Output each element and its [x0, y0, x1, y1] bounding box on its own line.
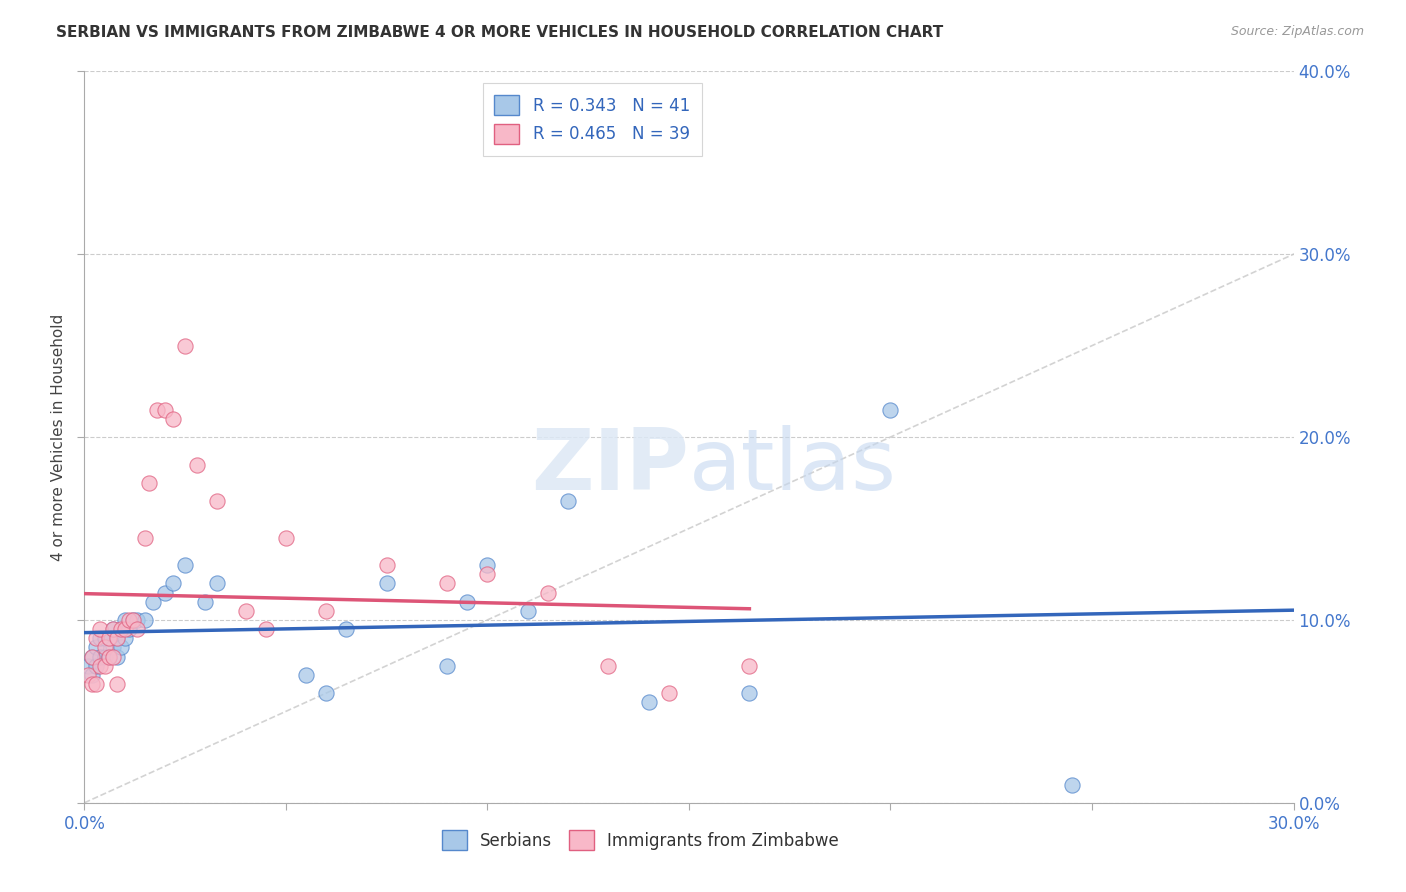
Point [93, 658, 115, 673]
Point [254, 622, 277, 636]
Point [105, 677, 128, 691]
Text: Source: ZipAtlas.com: Source: ZipAtlas.com [1230, 25, 1364, 38]
Point [82, 649, 104, 664]
Y-axis label: 4 or more Vehicles in Household: 4 or more Vehicles in Household [51, 313, 66, 561]
Point [658, 686, 681, 700]
Point [186, 458, 208, 472]
Point [105, 632, 128, 646]
Point [477, 558, 499, 573]
Point [89, 658, 111, 673]
Point [375, 576, 398, 591]
Point [97, 632, 120, 646]
Point [125, 613, 148, 627]
Point [105, 649, 128, 664]
Point [637, 695, 659, 709]
Point [101, 640, 124, 655]
Point [138, 475, 160, 490]
Point [82, 677, 104, 691]
Point [194, 594, 217, 608]
Point [235, 604, 257, 618]
Point [86, 677, 108, 691]
Point [174, 558, 197, 573]
Point [89, 622, 111, 636]
Point [77, 658, 100, 673]
Point [86, 640, 108, 655]
Point [207, 576, 229, 591]
Point [101, 622, 124, 636]
Point [93, 649, 115, 664]
Point [89, 649, 111, 664]
Point [146, 402, 169, 417]
Point [557, 494, 579, 508]
Point [153, 402, 176, 417]
Point [93, 632, 115, 646]
Point [114, 613, 136, 627]
Point [134, 613, 156, 627]
Point [335, 622, 357, 636]
Point [118, 622, 141, 636]
Text: SERBIAN VS IMMIGRANTS FROM ZIMBABWE 4 OR MORE VEHICLES IN HOUSEHOLD CORRELATION : SERBIAN VS IMMIGRANTS FROM ZIMBABWE 4 OR… [56, 25, 943, 40]
Point [97, 632, 120, 646]
Point [114, 632, 136, 646]
Point [121, 613, 143, 627]
Text: atlas: atlas [689, 425, 897, 508]
Point [110, 622, 132, 636]
Point [436, 576, 458, 591]
Point [82, 649, 104, 664]
Point [315, 686, 337, 700]
Point [207, 494, 229, 508]
Point [121, 613, 143, 627]
Point [86, 658, 108, 673]
Point [101, 649, 124, 664]
Point [89, 632, 111, 646]
Point [142, 594, 165, 608]
Point [516, 604, 538, 618]
Point [274, 531, 297, 545]
Point [174, 338, 197, 352]
Point [110, 640, 132, 655]
Point [101, 622, 124, 636]
Text: ZIP: ZIP [531, 425, 689, 508]
Point [134, 531, 156, 545]
Point [97, 649, 120, 664]
Point [93, 640, 115, 655]
Point [77, 667, 100, 681]
Point [879, 402, 901, 417]
Point [118, 613, 141, 627]
Point [153, 585, 176, 599]
Point [162, 576, 184, 591]
Point [295, 667, 318, 681]
Point [598, 658, 620, 673]
Point [86, 632, 108, 646]
Point [114, 622, 136, 636]
Point [375, 558, 398, 573]
Point [537, 585, 560, 599]
Point [436, 658, 458, 673]
Point [125, 622, 148, 636]
Legend: Serbians, Immigrants from Zimbabwe: Serbians, Immigrants from Zimbabwe [432, 820, 849, 860]
Point [315, 604, 337, 618]
Point [97, 649, 120, 664]
Point [738, 686, 761, 700]
Point [82, 667, 104, 681]
Point [456, 594, 478, 608]
Point [738, 658, 761, 673]
Point [477, 567, 499, 582]
Point [162, 412, 184, 426]
Point [105, 632, 128, 646]
Point [1060, 778, 1083, 792]
